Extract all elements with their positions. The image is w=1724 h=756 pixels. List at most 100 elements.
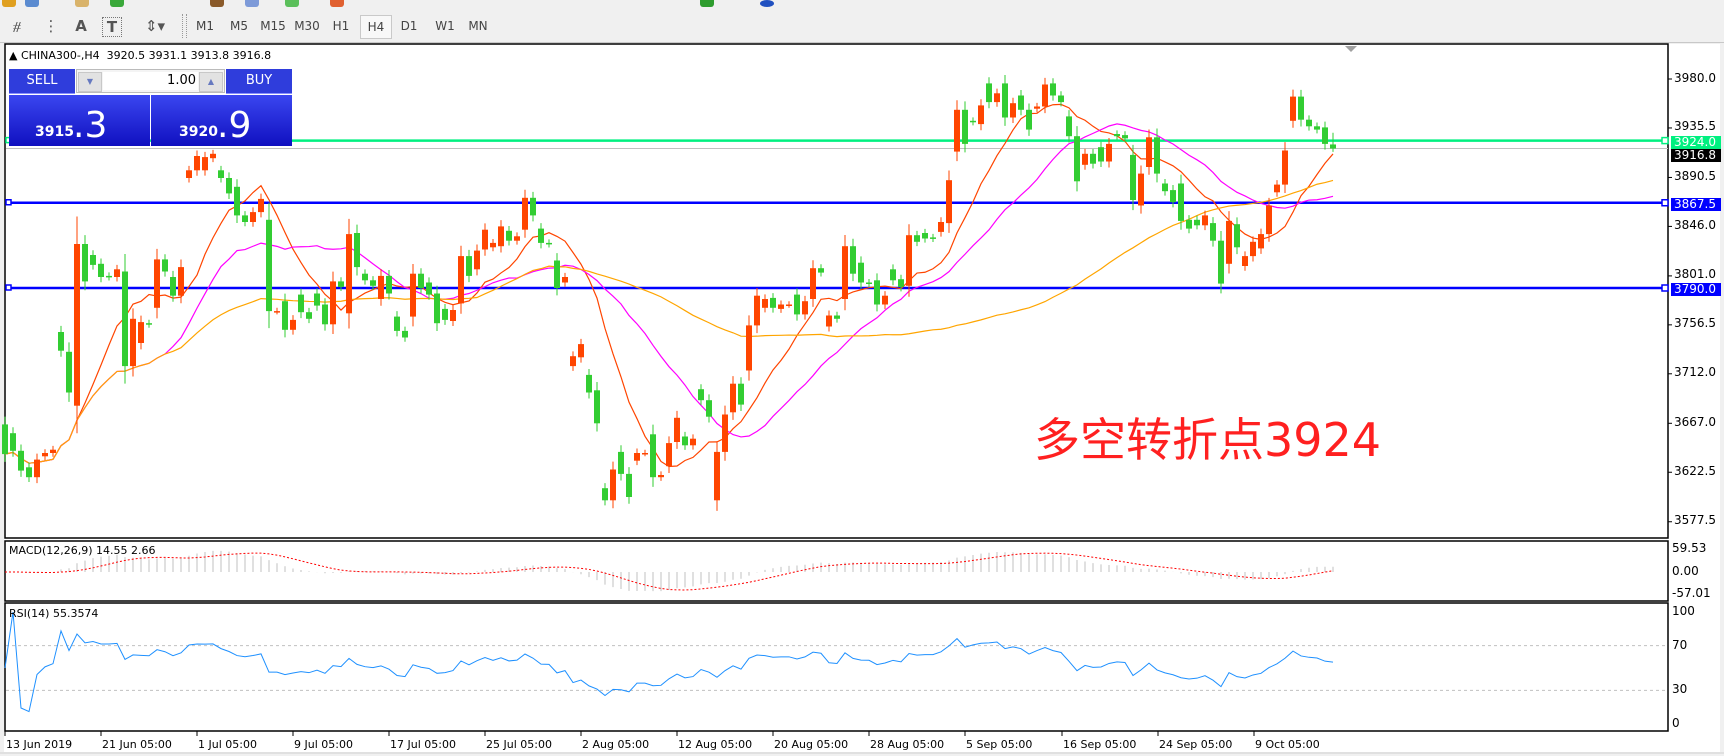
- buy-price-button[interactable]: 3920 .9: [151, 95, 292, 146]
- candle-body: [922, 233, 928, 239]
- toolbar-icon[interactable]: [75, 0, 89, 7]
- candle-body: [1290, 96, 1296, 121]
- candle-body: [578, 344, 584, 358]
- sell-button[interactable]: SELL: [9, 69, 75, 94]
- lot-size-stepper[interactable]: ▼ 1.00 ▲: [76, 69, 225, 93]
- toolbar-icon[interactable]: [760, 0, 774, 7]
- moving-average-line: [4, 123, 1334, 464]
- toolbar-icon[interactable]: [210, 0, 224, 7]
- candle-body: [1170, 190, 1176, 203]
- price-axis-label: 3801.0: [1674, 267, 1716, 282]
- lot-size-input[interactable]: 1.00: [103, 72, 198, 90]
- candle-body: [986, 83, 992, 103]
- toolbar-grip[interactable]: [182, 14, 187, 38]
- collapse-arrow-icon[interactable]: ▲: [9, 49, 21, 62]
- candle-body: [826, 315, 832, 327]
- candle-body: [242, 215, 248, 222]
- arrows-dropdown-icon[interactable]: ⇕▾: [144, 17, 166, 35]
- chart-window[interactable]: [4, 44, 1720, 752]
- time-axis-label: 9 Oct 05:00: [1255, 738, 1320, 751]
- candle-body: [1002, 83, 1008, 118]
- candle-body: [98, 263, 104, 277]
- toolbar-icon[interactable]: [2, 0, 16, 7]
- candle-body: [210, 153, 216, 159]
- candle-body: [90, 255, 96, 265]
- candle-body: [258, 198, 264, 213]
- candle-body: [954, 109, 960, 152]
- timeframe-m15-button[interactable]: M15: [260, 19, 286, 33]
- time-axis-label: 5 Sep 05:00: [966, 738, 1033, 751]
- text-label-icon[interactable]: T: [102, 17, 122, 37]
- macd-signal-line: [4, 552, 1334, 591]
- candle-body: [482, 229, 488, 250]
- lot-increase-icon[interactable]: ▲: [199, 72, 223, 92]
- candle-body: [1082, 153, 1088, 165]
- candle-body: [658, 475, 664, 478]
- candle-body: [194, 156, 200, 171]
- chart-annotation-text[interactable]: 多空转折点3924: [1034, 413, 1382, 467]
- candle-body: [810, 268, 816, 299]
- horizontal-line-label: 3924.0: [1671, 135, 1721, 149]
- candle-body: [442, 308, 448, 320]
- fibonacci-icon[interactable]: ⧣: [12, 17, 22, 35]
- candle-body: [706, 400, 712, 417]
- candle-body: [618, 451, 624, 474]
- buy-button[interactable]: BUY: [226, 69, 292, 94]
- time-axis-label: 2 Aug 05:00: [582, 738, 650, 751]
- timeframe-m30-button[interactable]: M30: [294, 19, 320, 33]
- candle-body: [138, 322, 144, 343]
- toolbar-icon[interactable]: [285, 0, 299, 7]
- candle-body: [626, 473, 632, 497]
- candle-body: [506, 230, 512, 241]
- timeframe-h4-button[interactable]: H4: [360, 15, 392, 39]
- candle-body: [10, 433, 16, 451]
- fibo-fan-icon[interactable]: ⋮: [43, 17, 59, 35]
- toolbar-icon[interactable]: [110, 0, 124, 7]
- candle-body: [474, 250, 480, 270]
- time-axis-label: 13 Jun 2019: [6, 738, 73, 751]
- candle-body: [602, 488, 608, 501]
- timeframe-m5-button[interactable]: M5: [230, 19, 248, 33]
- sell-price-main: 3915: [35, 124, 74, 140]
- chart-shift-marker-icon: [1345, 46, 1357, 52]
- timeframe-h1-button[interactable]: H1: [332, 19, 350, 33]
- candle-body: [650, 434, 656, 478]
- macd-axis-label: 0.00: [1672, 564, 1699, 578]
- buy-price-fraction: .9: [217, 105, 252, 146]
- candle-body: [306, 312, 312, 319]
- sell-price-button[interactable]: 3915 .3: [9, 95, 150, 146]
- candle-body: [682, 436, 688, 446]
- candle-body: [978, 105, 984, 125]
- moving-average-line: [4, 179, 1334, 464]
- rsi-axis-label: 100: [1672, 604, 1695, 618]
- toolbar-icon[interactable]: [330, 0, 344, 7]
- timeframe-d1-button[interactable]: D1: [400, 19, 418, 33]
- candle-body: [1218, 240, 1224, 284]
- lot-decrease-icon[interactable]: ▼: [78, 72, 102, 92]
- price-axis-label: 3577.5: [1674, 513, 1716, 528]
- candle-body: [274, 311, 280, 313]
- toolbar-icon[interactable]: [700, 0, 714, 7]
- macd-axis-label: 59.53: [1672, 541, 1707, 556]
- candle-body: [322, 304, 328, 325]
- candle-body: [970, 120, 976, 123]
- candle-body: [394, 316, 400, 331]
- candle-body: [130, 318, 136, 367]
- candle-body: [642, 453, 648, 455]
- candle-body: [666, 443, 672, 467]
- timeframe-w1-button[interactable]: W1: [435, 19, 455, 33]
- line-studies-toolbar: ⧣ ⋮ A T ⇕▾ M1 M5 M15 M30 H1 H4 D1 W1 MN: [0, 10, 1724, 43]
- toolbar-icon[interactable]: [25, 0, 39, 7]
- timeframe-m1-button[interactable]: M1: [196, 19, 214, 33]
- text-icon[interactable]: A: [75, 17, 87, 35]
- candle-body: [1162, 183, 1168, 192]
- timeframe-mn-button[interactable]: MN: [468, 19, 488, 33]
- candle-body: [1202, 215, 1208, 226]
- candle-body: [754, 295, 760, 326]
- candle-body: [354, 233, 360, 268]
- bid-price-label: 3916.8: [1671, 149, 1721, 163]
- toolbar-icon[interactable]: [245, 0, 259, 7]
- candle-body: [1058, 95, 1064, 103]
- price-axis-label: 3935.5: [1674, 119, 1716, 134]
